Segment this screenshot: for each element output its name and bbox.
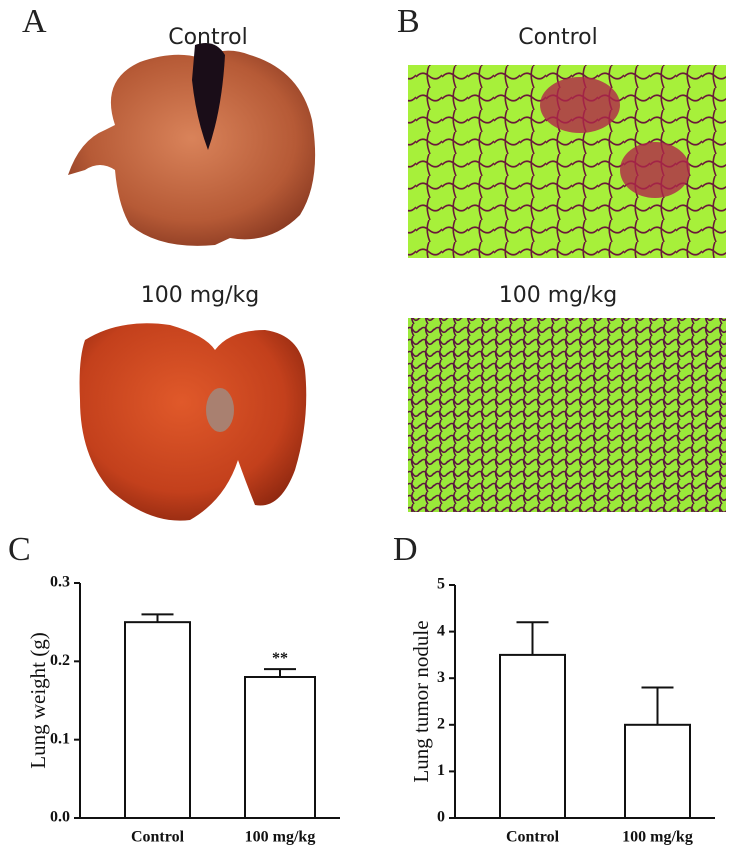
y-tick-label: 3 (437, 669, 445, 686)
image-caption: Control (168, 25, 248, 50)
y-tick-label: 0.2 (50, 652, 70, 669)
y-tick-label: 0 (437, 809, 445, 826)
x-tick-label: Control (131, 829, 185, 846)
y-tick-label: 1 (437, 762, 445, 779)
image-caption: 100 mg/kg (499, 283, 618, 308)
bar (244, 676, 316, 819)
bar (124, 621, 191, 820)
lung-photo-treated (79, 323, 307, 521)
y-axis-label: Lung tumor nodule (409, 620, 433, 782)
significance-mark: ** (272, 650, 288, 667)
panel-label: B (397, 3, 420, 40)
x-tick-label: 100 mg/kg (245, 829, 316, 846)
y-tick-label: 0.3 (50, 574, 70, 591)
histology-treated (408, 318, 726, 512)
x-tick-label: 100 mg/kg (622, 829, 693, 846)
image-caption: 100 mg/kg (141, 283, 260, 308)
y-tick-label: 0.0 (50, 809, 70, 826)
y-tick-label: 5 (437, 576, 445, 593)
x-tick-label: Control (506, 829, 560, 846)
panel-label: C (8, 531, 31, 568)
y-axis-label: Lung weight (g) (26, 632, 50, 768)
y-tick-label: 2 (437, 715, 445, 732)
panel-label: D (393, 531, 418, 568)
bar (499, 653, 566, 820)
tumor-focus (620, 142, 690, 198)
lung-photo-control (68, 42, 316, 246)
bar (624, 723, 691, 819)
tumor-focus (540, 77, 620, 133)
panel-label: A (22, 3, 47, 40)
y-tick-label: 4 (437, 622, 445, 639)
y-tick-label: 0.1 (50, 730, 70, 747)
image-caption: Control (518, 25, 598, 50)
